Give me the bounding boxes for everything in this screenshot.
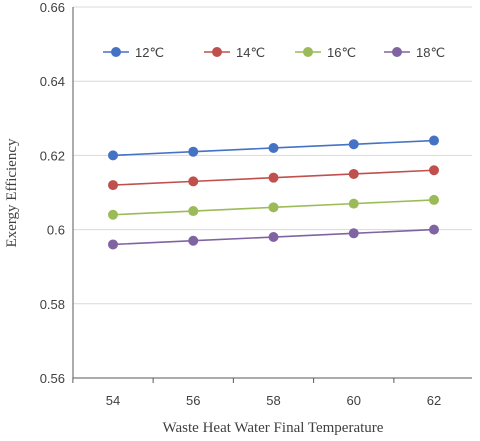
data-point: [188, 206, 199, 217]
legend-marker: [212, 47, 222, 57]
x-tick-label: 58: [266, 393, 280, 408]
data-point: [188, 235, 199, 246]
y-tick-label: 0.56: [40, 371, 65, 386]
series-lines: [108, 135, 439, 250]
data-point: [268, 202, 279, 213]
y-tick-label: 0.66: [40, 0, 65, 15]
axes: [72, 7, 472, 379]
data-point: [348, 198, 359, 209]
data-point: [429, 135, 439, 146]
x-tick-label: 54: [106, 393, 120, 408]
gridlines: [73, 6, 472, 305]
x-tick-label: 60: [347, 393, 361, 408]
data-point: [348, 168, 359, 179]
data-point: [108, 209, 118, 220]
y-axis-ticks: 0.56 0.58 0.6 0.62 0.64 0.66: [40, 0, 65, 386]
legend-marker: [392, 47, 402, 57]
x-axis-ticks: 54 56 58 60 62: [72, 378, 441, 408]
legend-marker: [111, 47, 121, 57]
data-point: [268, 142, 279, 153]
data-point: [268, 232, 279, 243]
data-point: [348, 228, 359, 239]
data-point: [429, 165, 439, 176]
y-tick-label: 0.6: [47, 223, 65, 238]
legend-label: 12℃: [135, 45, 164, 60]
y-tick-label: 0.64: [40, 74, 65, 89]
data-point: [429, 194, 439, 205]
data-point: [188, 146, 199, 157]
data-point: [108, 150, 118, 161]
legend-label: 14℃: [236, 45, 265, 60]
y-tick-label: 0.62: [40, 148, 65, 163]
y-tick-label: 0.58: [40, 297, 65, 312]
data-point: [429, 224, 439, 235]
legend-label: 16℃: [327, 45, 356, 60]
x-axis-title: Waste Heat Water Final Temperature: [163, 420, 384, 436]
data-point: [348, 139, 359, 150]
data-point: [108, 180, 118, 191]
data-point: [108, 239, 118, 250]
x-tick-label: 62: [427, 393, 441, 408]
data-point: [268, 172, 279, 183]
legend-marker: [303, 47, 313, 57]
legend-label: 18℃: [416, 45, 445, 60]
y-axis-title: Exergy Efficiency: [4, 138, 20, 247]
x-tick-label: 56: [186, 393, 200, 408]
data-point: [188, 176, 199, 187]
legend: 12℃ 14℃ 16℃ 18℃: [103, 45, 445, 60]
